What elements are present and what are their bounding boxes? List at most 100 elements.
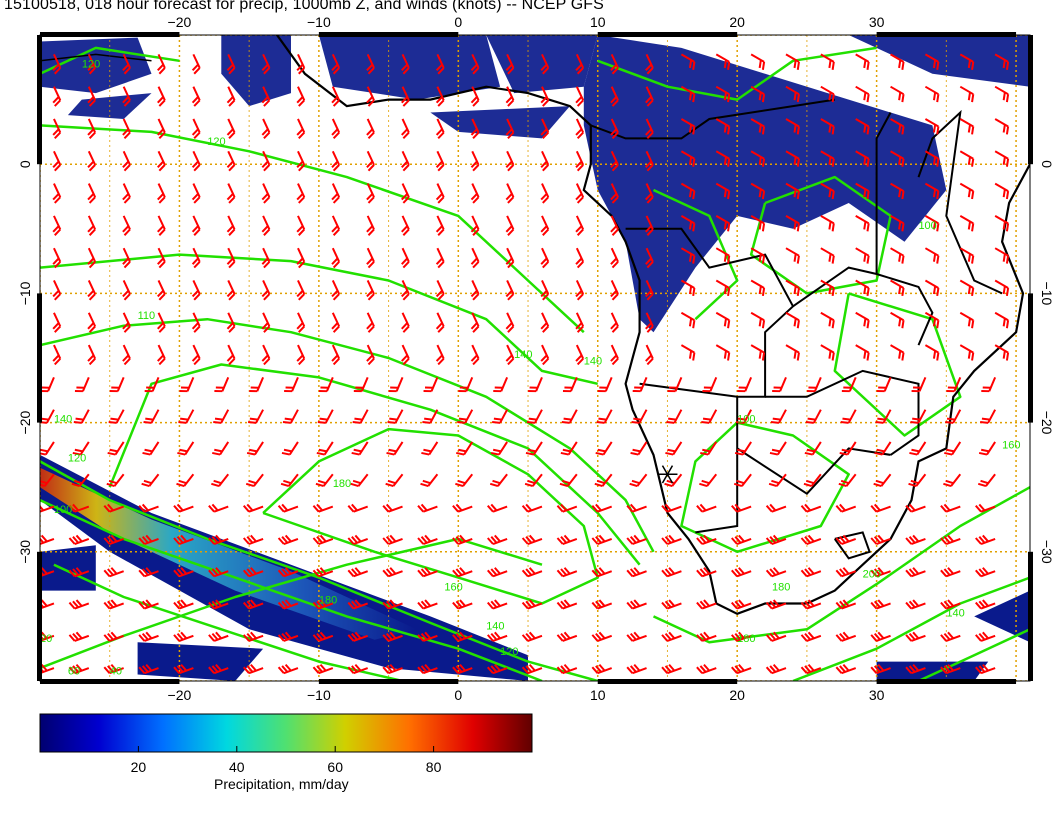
wind-barb [173,631,194,642]
wind-barb [505,312,515,333]
wind-barb [890,182,905,200]
wind-barb [820,53,835,70]
wind-barb [505,183,515,204]
lon-tick-label-bottom: −20 [168,687,192,703]
wind-barb [525,441,543,456]
wind-barb [715,182,731,200]
lon-tick-label-top: −10 [307,14,331,30]
contour-label: 120 [68,452,86,464]
wind-barb [768,473,787,488]
wind-barb [142,441,160,456]
wind-barb [138,534,159,545]
wind-barb [540,150,550,172]
wind-barb [680,182,696,200]
wind-barb [645,53,654,75]
wind-barb [975,534,996,545]
wind-barb [940,503,961,513]
wind-barb [122,86,131,107]
country-border [917,109,1003,295]
wind-barb [420,473,439,488]
wind-barb [632,376,648,393]
wind-barb [296,215,306,236]
wind-barb [594,473,613,488]
wind-barb [940,567,961,578]
wind-barb [401,312,410,333]
wind-barb [750,53,766,70]
wind-barb [470,312,480,333]
wind-barb [296,312,306,333]
wind-barb [213,409,230,424]
country-border [875,112,892,274]
wind-barb [40,376,55,393]
wind-barb [505,344,515,366]
wind-barb [575,150,585,172]
lon-tick-label-bottom: 10 [590,687,606,703]
contour-label: 200 [863,569,881,581]
wind-barb [890,150,905,167]
lon-tick-label-bottom: 30 [869,687,885,703]
wind-barb [680,344,696,361]
wind-barb [296,183,306,204]
wind-barb [591,599,613,610]
axis-bar [597,32,738,37]
country-border [833,531,871,560]
wind-barb [87,280,97,301]
wind-barb [107,441,125,456]
wind-barb [994,344,1010,361]
precip-blob [583,35,947,333]
lon-tick-label-top: −20 [168,14,192,30]
wind-barb [924,53,940,70]
wind-barb [975,503,996,513]
contour-line [53,563,403,681]
wind-barb [645,344,654,366]
wind-barb [820,182,835,200]
wind-barb [173,534,194,545]
lon-tick-label-top: 30 [869,14,885,30]
wind-barb [521,534,543,545]
precip-band-core [40,467,417,640]
wind-barb [597,376,613,393]
wind-barb [540,118,550,140]
lat-tick-label-right: 0 [1039,160,1055,168]
contour-label: 180 [737,633,755,645]
wind-barb [366,86,375,107]
axis-bar [37,35,42,165]
wind-barb [401,280,410,301]
contour-label: 160 [444,582,462,594]
wind-barb [388,376,404,393]
wind-barb [909,441,927,456]
wind-barb [905,534,926,545]
wind-barb [820,279,835,297]
wind-barb [350,473,369,488]
wind-barb [924,344,940,361]
wind-barb [540,86,550,107]
axis-tick-labels: −20 −20 −10 −10 0 0 10 10 20 20 30 30 0 0 −10 −10 −20 −20… [17,14,1055,703]
axis-bar [37,293,42,423]
wind-barb [452,663,473,675]
wind-barb [74,376,90,393]
wind-barb [435,118,445,140]
wind-barb [366,53,375,75]
precip-blob [974,590,1030,643]
wind-barb [486,663,508,675]
wind-barb [122,344,131,366]
wind-barb [261,150,271,172]
wind-barb [765,567,787,578]
wind-barb [733,473,752,488]
wind-barb [940,663,961,675]
axis-bar [40,32,180,37]
wind-barb [40,473,55,488]
wind-barb [805,409,822,424]
wind-barb [890,311,905,329]
wind-barb [731,663,752,675]
wind-barb [945,409,962,424]
wind-barb [874,441,892,456]
wind-barb [143,409,160,424]
wind-barb [556,534,578,545]
wind-barb [452,567,473,578]
wind-barb [277,503,299,513]
wind-barb [87,86,97,107]
wind-barb [975,663,996,675]
wind-barb [52,312,62,333]
contour-label: 160 [1002,439,1020,451]
